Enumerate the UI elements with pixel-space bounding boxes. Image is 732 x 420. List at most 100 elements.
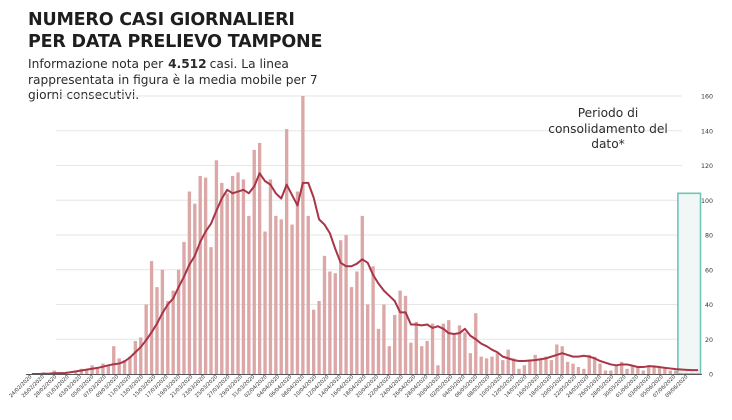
bar <box>625 368 629 374</box>
bar-series <box>41 96 699 374</box>
bar <box>641 370 645 374</box>
bar <box>339 240 343 374</box>
chart-title-line-2: PER DATA PRELIEVO TAMPONE <box>28 32 323 52</box>
bar <box>603 370 608 374</box>
y-tick-label: 60 <box>705 267 713 274</box>
bar <box>209 247 213 374</box>
bar <box>382 304 386 374</box>
chart-title-line-1: NUMERO CASI GIORNALIERI <box>28 10 295 30</box>
bar <box>506 349 510 374</box>
bar <box>549 360 554 374</box>
bar <box>409 342 413 374</box>
y-tick-label: 20 <box>705 337 713 344</box>
y-tick-label: 0 <box>709 372 713 379</box>
bar <box>193 203 197 374</box>
bar <box>636 367 640 374</box>
y-tick-label: 140 <box>701 128 713 135</box>
bar <box>122 360 127 374</box>
bar <box>630 365 635 374</box>
bar <box>425 340 429 374</box>
bar <box>247 215 251 374</box>
bar <box>614 365 618 374</box>
chart-subtitle: Informazione nota per 4.512 casi. La linea… <box>28 57 328 104</box>
bar <box>112 346 116 374</box>
y-tick-label: 120 <box>701 163 713 170</box>
bar <box>495 353 500 374</box>
consolidation-annotation: Periodo di consolidamento del dato* <box>548 106 668 151</box>
bar <box>501 360 505 374</box>
bar <box>268 179 273 374</box>
bar <box>230 175 235 374</box>
bar <box>463 332 467 374</box>
bar <box>295 191 300 374</box>
bar <box>241 179 246 374</box>
subtitle-suffix: casi. La linea rappresentata in figura è… <box>28 57 318 102</box>
bar <box>668 370 672 374</box>
bar <box>220 182 224 374</box>
bar <box>306 215 310 374</box>
bar <box>393 314 397 374</box>
bar <box>214 160 219 374</box>
bar <box>274 215 278 374</box>
bar <box>236 172 240 374</box>
bar <box>403 295 408 374</box>
bar <box>225 193 229 374</box>
bar <box>344 235 348 374</box>
bar <box>355 271 359 374</box>
bar <box>311 309 316 374</box>
bar <box>85 370 89 374</box>
bar <box>528 360 532 374</box>
bar <box>117 358 121 374</box>
bar <box>441 323 446 374</box>
bar <box>533 354 537 374</box>
bar <box>587 354 591 374</box>
bar <box>652 365 656 374</box>
bar <box>284 129 289 374</box>
bar <box>176 269 181 374</box>
bar <box>371 266 375 374</box>
subtitle-prefix: Informazione nota per <box>28 57 164 71</box>
bar <box>128 356 132 374</box>
bar <box>619 361 624 374</box>
bar <box>663 368 667 374</box>
y-tick-label: 40 <box>705 302 713 309</box>
bar <box>457 325 462 374</box>
bar <box>490 356 494 374</box>
bar <box>474 313 478 374</box>
bar <box>360 215 364 374</box>
bar <box>155 287 159 374</box>
bar <box>511 358 516 374</box>
bar <box>398 290 402 374</box>
bar <box>252 149 256 374</box>
y-tick-label: 80 <box>705 233 713 240</box>
bar <box>263 231 267 374</box>
bar <box>257 142 262 374</box>
moving-average-line <box>31 172 699 375</box>
y-tick-label: 160 <box>701 94 713 101</box>
bar <box>555 344 559 374</box>
consolidation-area <box>677 192 702 375</box>
bar <box>198 175 202 374</box>
bar <box>160 269 165 374</box>
bar <box>522 365 527 374</box>
bar <box>657 367 662 374</box>
bar <box>544 356 548 374</box>
bar <box>317 301 321 374</box>
bar <box>517 368 521 374</box>
bar <box>436 365 440 374</box>
bar <box>376 328 381 374</box>
consolidation-box <box>677 192 702 375</box>
total-cases-value: 4.512 <box>168 57 207 71</box>
bar <box>452 334 456 374</box>
bar <box>420 346 424 374</box>
bar <box>301 96 305 374</box>
bar <box>171 290 175 374</box>
bar <box>646 365 651 374</box>
bar <box>203 177 208 374</box>
moving-average-series <box>31 172 699 375</box>
y-tick-label: 100 <box>701 198 713 205</box>
bar <box>328 271 332 374</box>
bar <box>74 372 78 374</box>
x-tick-labels: 24/02/202026/02/202028/02/202001/03/2020… <box>8 374 689 399</box>
